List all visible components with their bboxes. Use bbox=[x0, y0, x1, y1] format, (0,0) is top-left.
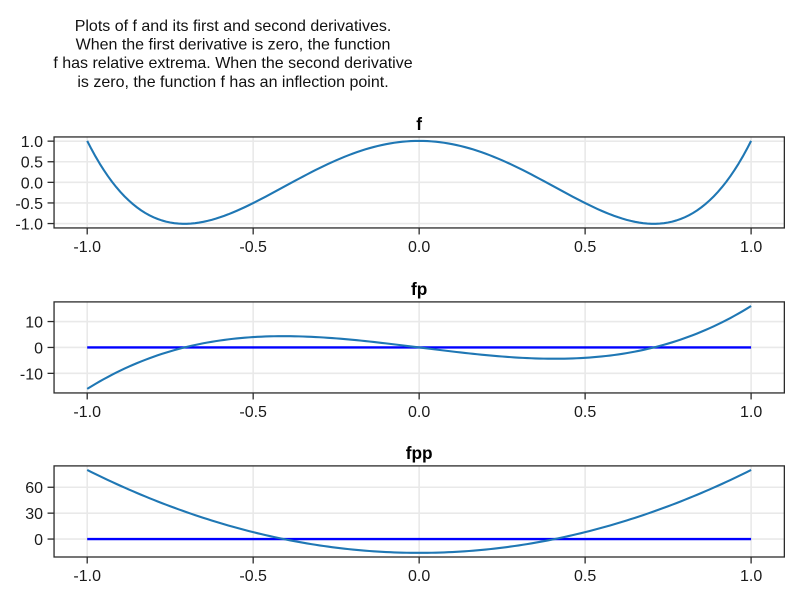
svg-text:0.0: 0.0 bbox=[408, 404, 430, 421]
svg-text:10: 10 bbox=[25, 314, 43, 331]
svg-text:is zero, the function f has an: is zero, the function f has an inflectio… bbox=[77, 74, 388, 91]
svg-text:0.0: 0.0 bbox=[21, 175, 43, 192]
svg-text:1.0: 1.0 bbox=[740, 404, 762, 421]
svg-text:-0.5: -0.5 bbox=[239, 404, 267, 421]
svg-text:60: 60 bbox=[25, 480, 43, 497]
svg-text:-0.5: -0.5 bbox=[15, 196, 43, 213]
svg-text:0.5: 0.5 bbox=[574, 568, 596, 585]
svg-text:-1.0: -1.0 bbox=[73, 239, 101, 256]
svg-text:1.0: 1.0 bbox=[21, 134, 43, 151]
svg-text:0.5: 0.5 bbox=[574, 239, 596, 256]
svg-text:fpp: fpp bbox=[406, 443, 433, 463]
svg-text:1.0: 1.0 bbox=[740, 239, 762, 256]
svg-text:0.0: 0.0 bbox=[408, 239, 430, 256]
svg-text:-1.0: -1.0 bbox=[73, 568, 101, 585]
svg-text:-10: -10 bbox=[20, 366, 43, 383]
svg-text:Plots of f and its first and s: Plots of f and its first and second deri… bbox=[75, 18, 392, 35]
svg-text:f: f bbox=[416, 114, 422, 134]
svg-text:-1.0: -1.0 bbox=[73, 404, 101, 421]
svg-text:30: 30 bbox=[25, 506, 43, 523]
svg-text:0.5: 0.5 bbox=[574, 404, 596, 421]
svg-text:0.5: 0.5 bbox=[21, 155, 43, 172]
svg-text:0.0: 0.0 bbox=[408, 568, 430, 585]
svg-text:-0.5: -0.5 bbox=[239, 239, 267, 256]
svg-text:0: 0 bbox=[34, 532, 43, 549]
svg-text:-1.0: -1.0 bbox=[15, 216, 43, 233]
svg-text:1.0: 1.0 bbox=[740, 568, 762, 585]
svg-text:When the first derivative is z: When the first derivative is zero, the f… bbox=[76, 37, 391, 54]
svg-text:0: 0 bbox=[34, 340, 43, 357]
svg-text:f has relative extrema. When t: f has relative extrema. When the second … bbox=[53, 55, 412, 72]
svg-text:-0.5: -0.5 bbox=[239, 568, 267, 585]
svg-text:fp: fp bbox=[411, 279, 427, 299]
